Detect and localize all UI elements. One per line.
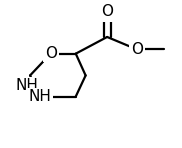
Text: NH: NH <box>29 89 51 104</box>
Text: O: O <box>45 46 57 61</box>
Text: O: O <box>46 47 58 62</box>
Text: O: O <box>99 5 111 21</box>
Text: O: O <box>101 4 113 19</box>
Text: O: O <box>132 44 144 59</box>
Text: O: O <box>131 42 143 57</box>
Text: NH: NH <box>15 78 38 93</box>
